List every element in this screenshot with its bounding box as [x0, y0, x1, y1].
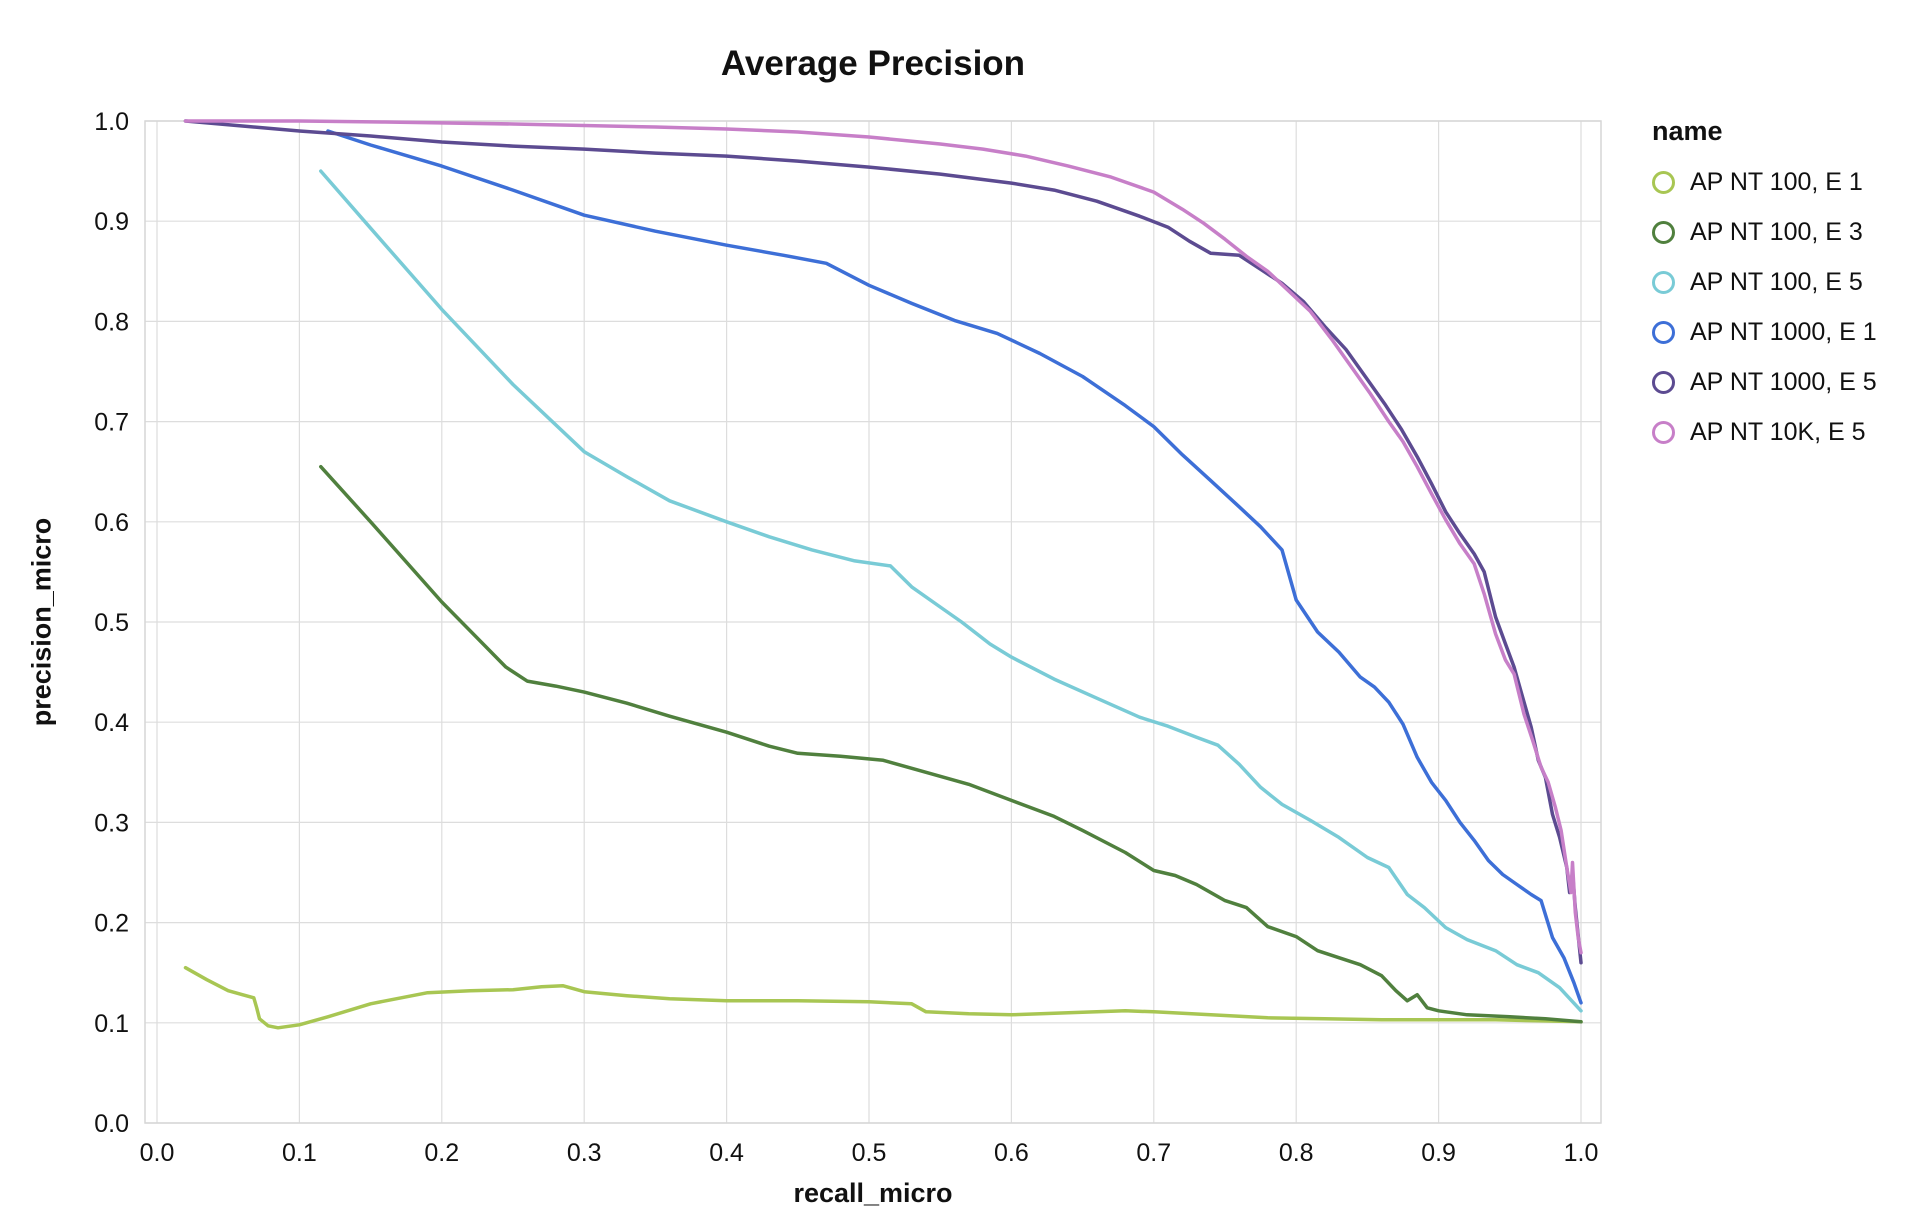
- legend-item: AP NT 1000, E 1: [1652, 307, 1877, 357]
- x-tick-label: 0.1: [282, 1139, 317, 1167]
- y-tick-label: 0.4: [94, 709, 129, 737]
- series-line: [319, 464, 1583, 1024]
- x-tick-label: 0.5: [852, 1139, 887, 1167]
- legend-item-label: AP NT 100, E 5: [1690, 267, 1863, 296]
- series-line: [183, 119, 1583, 965]
- y-tick-label: 0.2: [94, 910, 129, 938]
- y-tick-label: 0.0: [94, 1110, 129, 1138]
- x-tick-label: 0.0: [140, 1139, 175, 1167]
- legend-item: AP NT 100, E 3: [1652, 207, 1877, 257]
- legend-item-label: AP NT 1000, E 5: [1690, 367, 1877, 396]
- legend-circle-icon: [1652, 170, 1675, 194]
- legend-item-label: AP NT 10K, E 5: [1690, 417, 1866, 446]
- x-axis-title: recall_micro: [793, 1178, 953, 1208]
- x-tick-label: 0.7: [1136, 1139, 1171, 1167]
- x-tick-label: 1.0: [1564, 1139, 1599, 1167]
- legend-item: AP NT 100, E 1: [1652, 157, 1877, 207]
- y-tick-label: 0.6: [94, 509, 129, 537]
- x-tick-label: 0.8: [1279, 1139, 1314, 1167]
- chart-title: Average Precision: [720, 44, 1026, 83]
- y-tick-label: 0.8: [94, 308, 129, 336]
- legend-circle-icon: [1652, 270, 1675, 294]
- legend-title: name: [1652, 116, 1723, 146]
- legend-item-label: AP NT 1000, E 1: [1690, 317, 1877, 346]
- y-tick-label: 0.5: [94, 609, 129, 637]
- y-tick-label: 0.9: [94, 208, 129, 236]
- legend-items: AP NT 100, E 1 AP NT 100, E 3 AP NT 100, E…: [1652, 157, 1877, 457]
- series-line: [183, 119, 1583, 955]
- legend-item: AP NT 10K, E 5: [1652, 407, 1877, 457]
- x-tick-label: 0.6: [994, 1139, 1029, 1167]
- legend: name AP NT 100, E 1 AP NT 100, E 3 AP NT 1…: [1652, 116, 1877, 457]
- y-tick-label: 1.0: [94, 108, 129, 136]
- plot-frame: [144, 120, 1602, 1124]
- x-tick-label: 0.4: [709, 1139, 744, 1167]
- legend-item: AP NT 100, E 5: [1652, 257, 1877, 307]
- y-tick-label: 0.7: [94, 409, 129, 437]
- x-tick-label: 0.2: [424, 1139, 459, 1167]
- series-line: [319, 169, 1583, 1013]
- legend-item: AP NT 1000, E 5: [1652, 357, 1877, 407]
- series-line: [326, 129, 1583, 1005]
- legend-circle-icon: [1652, 420, 1675, 444]
- legend-circle-icon: [1652, 370, 1675, 394]
- legend-circle-icon: [1652, 320, 1675, 344]
- legend-item-label: AP NT 100, E 1: [1690, 167, 1863, 196]
- legend-item-label: AP NT 100, E 3: [1690, 217, 1863, 246]
- y-tick-label: 0.1: [94, 1010, 129, 1038]
- y-axis-title: precision_micro: [26, 517, 57, 727]
- y-tick-label: 0.3: [94, 809, 129, 837]
- x-tick-label: 0.9: [1421, 1139, 1456, 1167]
- x-tick-label: 0.3: [567, 1139, 602, 1167]
- legend-circle-icon: [1652, 220, 1675, 244]
- series-line: [183, 965, 1583, 1030]
